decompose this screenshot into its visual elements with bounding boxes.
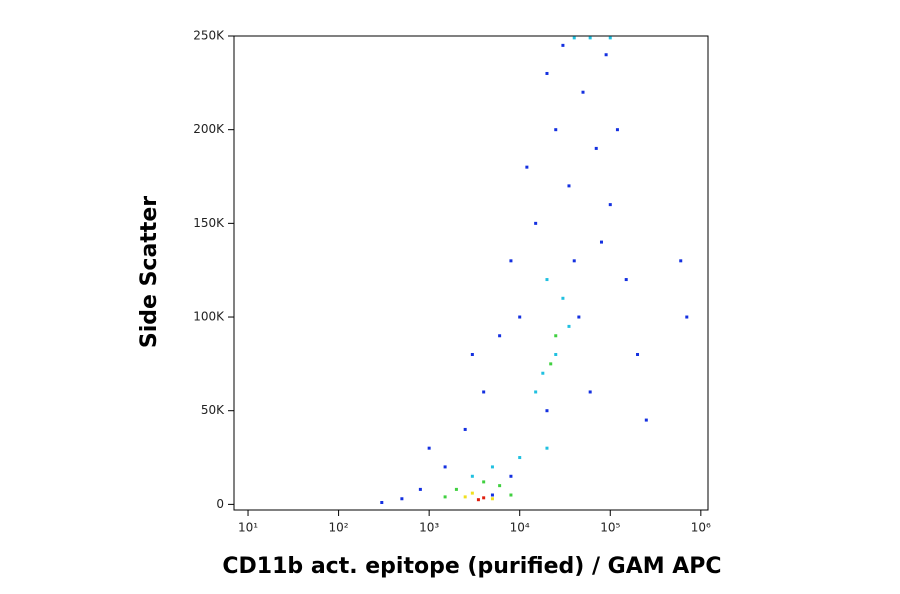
event-dot [443,495,447,499]
event-dot [498,484,502,488]
y-tick-label: 0 [216,497,224,511]
x-axis-title: CD11b act. epitope (purified) / GAM APC [222,554,721,579]
event-dot [534,390,538,394]
event-dot [545,409,549,413]
event-dot [624,278,628,282]
y-tick-label: 200K [193,122,225,136]
event-dot [549,362,553,366]
y-tick-label: 50K [201,403,225,417]
event-dot [604,53,608,57]
event-dot [463,427,467,431]
y-tick-label: 150K [193,216,225,230]
event-dot [567,324,571,328]
event-dot [470,491,474,495]
event-dot [470,474,474,478]
event-dot [581,90,585,94]
event-dot [554,352,558,356]
event-dot [599,240,603,244]
event-dot [644,418,648,422]
event-dot [427,446,431,450]
event-dot [534,221,538,225]
event-dot [400,497,404,501]
event-dot [509,493,513,497]
event-dot [380,501,384,505]
event-dot [482,496,486,500]
y-tick-label: 250K [193,29,225,43]
event-dot [490,465,494,469]
event-dot [545,71,549,75]
event-dot [572,259,576,263]
event-dot [588,36,592,40]
event-dot [482,390,486,394]
y-tick-label: 100K [193,310,225,324]
event-dot [509,259,513,263]
event-dot [463,495,467,499]
event-dot [572,36,576,40]
event-dot [679,259,683,263]
event-dot [594,146,598,150]
event-dot [541,371,545,375]
x-tick-label: 10⁴ [510,521,530,535]
event-dot [561,296,565,300]
event-dot [545,278,549,282]
y-axis-title: Side Scatter [137,196,162,348]
x-tick-label: 10¹ [238,521,258,535]
x-tick-label: 10² [329,521,349,535]
event-dot [509,474,513,478]
event-dot [577,315,581,319]
event-dot [518,315,522,319]
x-tick-label: 10⁵ [600,521,620,535]
x-tick-label: 10⁶ [691,521,711,535]
event-dot [554,128,558,132]
event-dot [443,465,447,469]
event-dot [567,184,571,188]
event-dot [608,36,612,40]
event-dot [490,497,494,501]
event-dot [490,493,494,497]
event-dot [685,315,689,319]
event-dot [482,480,486,484]
event-dot [518,456,522,460]
event-dot [561,43,565,47]
event-dot [454,487,458,491]
event-dot [470,352,474,356]
event-dot [636,352,640,356]
event-dot [525,165,529,169]
event-dot [554,334,558,338]
x-tick-label: 10³ [419,521,439,535]
event-dot [545,446,549,450]
plot-frame [233,35,709,511]
event-dot [608,203,612,207]
event-dot [476,498,480,502]
event-dot [498,334,502,338]
event-dot [615,128,619,132]
event-dot [418,487,422,491]
event-dot [588,390,592,394]
